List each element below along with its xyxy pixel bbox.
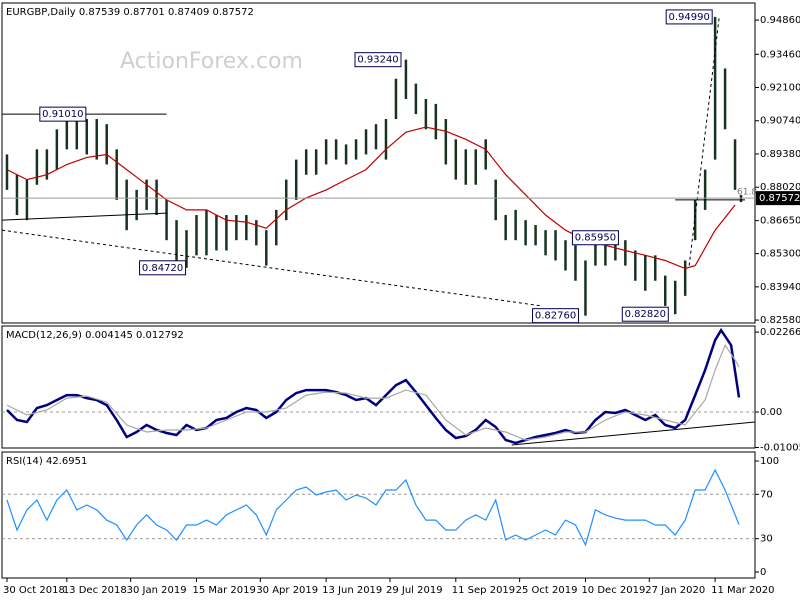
x-tick-label: 30 Jan 2019 — [127, 585, 187, 596]
y-tick-label: 0.88020 — [760, 182, 800, 193]
y-tick-label: 0.00 — [760, 407, 782, 418]
x-tick-label: 13 Dec 2018 — [63, 585, 127, 596]
x-tick-label: 27 Jan 2020 — [645, 585, 705, 596]
series-line — [6, 468, 740, 547]
series-line — [6, 126, 736, 270]
pivot-box — [354, 52, 402, 68]
pivot-label: 0.82820 — [625, 309, 666, 320]
pane-frame — [1, 325, 756, 449]
y-tick-label: 0.82580 — [760, 315, 800, 326]
last-price-box — [756, 191, 800, 206]
x-tick-label: 10 Dec 2019 — [581, 585, 645, 596]
trendline — [511, 421, 756, 446]
y-tick-label: 0.90740 — [760, 116, 800, 127]
x-tick-label: 29 Jul 2019 — [386, 585, 443, 596]
pivot-label: 0.93240 — [357, 55, 398, 66]
watermark: ActionForex.com — [120, 49, 303, 74]
y-tick-label: 100 — [760, 456, 779, 467]
x-tick-label: 30 Oct 2018 — [3, 585, 65, 596]
pivot-box — [621, 306, 669, 322]
pivot-box — [532, 308, 580, 324]
x-tick-label: 11 Mar 2020 — [711, 585, 774, 596]
y-tick-label: 0.86650 — [760, 216, 800, 227]
pane-title: EURGBP,Daily 0.87539 0.87701 0.87409 0.8… — [6, 7, 254, 18]
trendline — [1, 212, 167, 221]
y-tick-label: 0.94860 — [760, 15, 800, 26]
pivot-box — [571, 230, 619, 246]
y-tick-label: 0.85300 — [760, 249, 800, 260]
series-line — [6, 343, 740, 441]
pane-frame — [1, 451, 756, 579]
x-tick-label: 30 Apr 2019 — [256, 585, 318, 596]
trendline — [1, 229, 542, 307]
fib-label: 61.8 — [737, 188, 757, 198]
pane-frame — [1, 2, 756, 324]
pivot-label: 0.82760 — [535, 311, 576, 322]
pivot-box — [39, 106, 87, 122]
x-tick-label: 13 Jun 2019 — [322, 585, 382, 596]
pivot-box — [139, 260, 187, 276]
y-tick-label: 70 — [760, 489, 773, 500]
pane-title: RSI(14) 42.6951 — [6, 456, 87, 467]
series-line — [6, 327, 741, 445]
x-tick-label: 15 Mar 2019 — [192, 585, 255, 596]
y-tick-label: 0.022662 — [760, 327, 800, 338]
pivot-label: 0.91010 — [42, 109, 83, 120]
y-tick-label: 0.89380 — [760, 149, 800, 160]
y-tick-label: 30 — [760, 534, 773, 545]
pivot-label: 0.85950 — [575, 233, 616, 244]
y-tick-label: 0.92100 — [760, 83, 800, 94]
x-tick-label: 11 Sep 2019 — [452, 585, 515, 596]
y-tick-label: 0.83940 — [760, 282, 800, 293]
x-tick-label: 25 Oct 2019 — [516, 585, 578, 596]
y-tick-label: 0.93460 — [760, 49, 800, 60]
pivot-label: 0.84720 — [142, 263, 183, 274]
pane-title: MACD(12,26,9) 0.004145 0.012792 — [6, 330, 184, 341]
y-tick-label: 0 — [760, 567, 766, 578]
y-tick-label: -0.010052 — [760, 442, 800, 453]
last-price-label: 0.87572 — [759, 193, 800, 204]
pivot-box — [665, 9, 713, 25]
pivot-label: 0.94990 — [668, 12, 709, 23]
